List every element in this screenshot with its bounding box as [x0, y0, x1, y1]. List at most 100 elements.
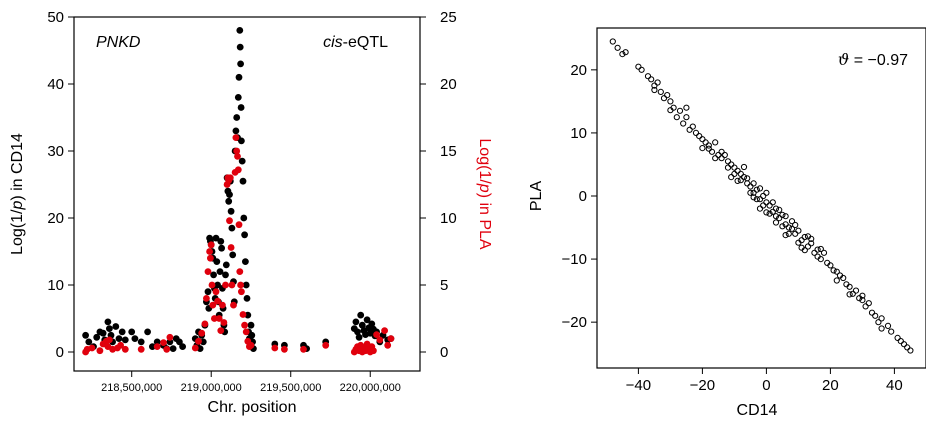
cd14-point [118, 328, 126, 336]
left-x-axis: 218,500,000 219,000,000 219,500,000 220,000… [101, 371, 401, 394]
correlation-point [753, 196, 760, 203]
pla-point [222, 281, 229, 289]
correlation-point [788, 225, 796, 232]
cd14-point [112, 323, 120, 330]
correlation-point [875, 319, 882, 326]
correlation-point [788, 218, 796, 225]
pla-point [207, 254, 214, 262]
cd14-point [239, 177, 247, 185]
correlation-annotation: ϑ = −0.97 [838, 50, 908, 69]
pla-point [204, 268, 212, 275]
cd14-point [204, 288, 212, 296]
pla-point [322, 341, 330, 349]
correlation-x-axis-label: CD14 [737, 402, 778, 419]
left-y-axis: 0 10 20 30 40 50 [47, 9, 74, 361]
correlation-point [712, 155, 719, 162]
cd14-point [232, 127, 240, 135]
left-y-axis-label: Log(1/p) in CD14 [9, 133, 26, 255]
y-tick-label: 20 [47, 210, 64, 227]
cd14-point [214, 281, 222, 289]
cd14-point [93, 333, 101, 341]
correlation-point [654, 79, 661, 86]
correlation-point [747, 183, 754, 190]
correlation-point [737, 177, 744, 184]
cd14-point [121, 336, 129, 344]
correlation-point [824, 259, 831, 266]
cd14-point [149, 343, 156, 350]
correlation-point [846, 283, 853, 290]
correlation-point [804, 233, 812, 240]
manhattan-plot: 218,500,000 219,000,000 219,500,000 220,000… [9, 9, 493, 416]
correlation-point [756, 205, 764, 212]
y2-tick-label: 0 [440, 344, 448, 361]
pla-point [209, 301, 217, 309]
correlation-point [865, 300, 872, 307]
correlation-point [766, 210, 773, 217]
pla-point [215, 315, 223, 322]
correlation-point [760, 192, 767, 200]
pla-point [233, 147, 241, 155]
cd14-point [115, 335, 123, 342]
correlation-point [702, 139, 709, 146]
correlation-point [699, 145, 706, 152]
y2-tick-label: 10 [440, 210, 457, 227]
pla-point [300, 345, 307, 353]
pla-point [166, 333, 174, 341]
correlation-point [836, 272, 844, 279]
correlation-point [667, 98, 674, 105]
x-tick-label: −20 [690, 377, 715, 394]
pla-point [241, 321, 249, 329]
correlation-point [673, 114, 680, 121]
correlation-point [801, 233, 808, 241]
correlation-point [763, 199, 770, 206]
correlation-point [721, 151, 728, 159]
correlation-point [657, 88, 664, 96]
cd14-point [128, 328, 136, 336]
cd14-point [352, 318, 360, 326]
correlation-point [747, 189, 754, 196]
correlation-point [760, 202, 767, 209]
cd14-point [99, 329, 107, 337]
cd14-point [225, 197, 233, 205]
pla-point [207, 241, 215, 249]
correlation-point [609, 38, 616, 45]
correlation-point [651, 86, 658, 94]
x-tick-label: 218,500,000 [101, 382, 162, 394]
right-y-label-post: ) in PLA [476, 193, 493, 250]
correlation-point [785, 224, 792, 231]
correlation-point [750, 189, 757, 196]
correlation-point [750, 194, 757, 201]
pla-point [271, 344, 279, 352]
correlation-y-axis: −20 −10 0 10 20 [562, 62, 597, 331]
pla-point [234, 153, 241, 160]
cd14-point [237, 104, 245, 111]
correlation-point [708, 148, 716, 155]
correlation-point [660, 95, 668, 102]
x-tick-label: 0 [762, 377, 770, 394]
gene-label: PNKD [96, 34, 141, 51]
correlation-point [811, 249, 818, 256]
eqtl-label: cis-eQTL [323, 34, 388, 51]
cd14-point [238, 137, 245, 145]
correlation-point [667, 107, 674, 114]
correlation-point [683, 114, 690, 121]
pla-point [232, 134, 240, 142]
correlation-point [614, 44, 621, 51]
left-x-axis-label: Chr. position [208, 399, 297, 416]
correlation-point [798, 244, 805, 251]
correlation-point [782, 221, 789, 228]
y-tick-label: 20 [570, 62, 587, 79]
cd14-point [217, 238, 225, 245]
correlation-point [644, 73, 652, 80]
cd14-point [82, 331, 89, 339]
pla-point [237, 281, 245, 289]
cd14-point [227, 207, 235, 215]
cd14-point [235, 73, 243, 81]
y2-tick-label: 20 [440, 76, 457, 93]
correlation-point [619, 51, 626, 58]
pla-point [238, 288, 245, 296]
pla-point [373, 331, 380, 338]
cd14-point [242, 281, 250, 289]
left-y-label-post: ) in CD14 [9, 133, 26, 201]
y-tick-label: −10 [562, 251, 587, 268]
